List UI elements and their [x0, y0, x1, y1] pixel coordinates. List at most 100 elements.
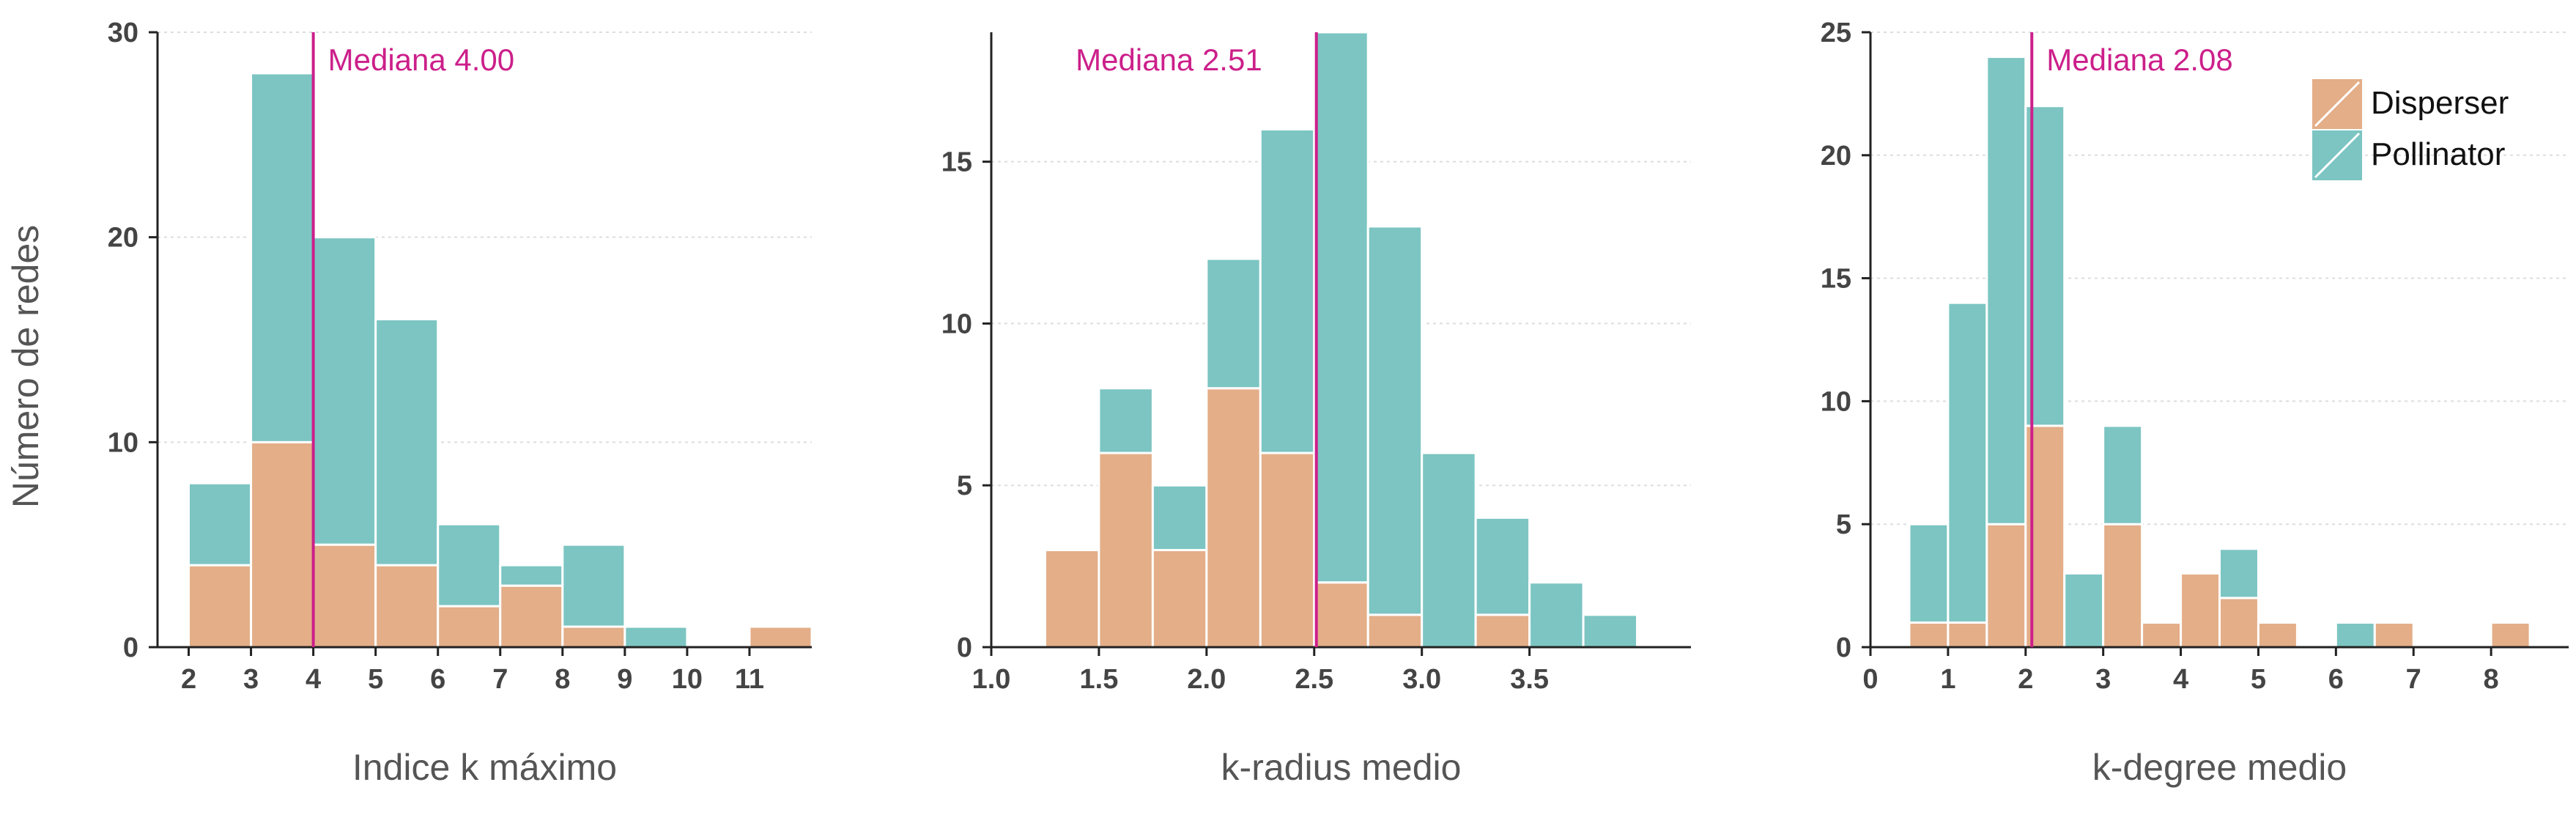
legend-swatch-stroke — [2314, 81, 2361, 128]
y-tick-label: 30 — [108, 18, 138, 48]
y-tick-label: 10 — [1821, 386, 1851, 417]
bar-disperser — [188, 564, 253, 649]
bar-pollinator — [1366, 225, 1424, 616]
bar-disperser — [2218, 597, 2259, 649]
bar-disperser — [1908, 621, 1950, 649]
y-tick-label: 20 — [108, 223, 138, 254]
legend-label: Pollinator — [2371, 136, 2505, 172]
x-tick-label: 3 — [243, 664, 259, 695]
x-tick-label: 1.5 — [1080, 664, 1119, 695]
x-tick-label: 5 — [368, 664, 383, 695]
panel-2: 0 5 10 15 1.0 1.5 2.0 2.5 3.0 3.5 k-radius medio Me… — [941, 31, 1691, 788]
bar-disperser — [1313, 581, 1369, 649]
legend: Disperser Pollinator — [2312, 79, 2509, 180]
bar-disperser — [1205, 387, 1262, 649]
bar-disperser — [499, 584, 564, 649]
bar-pollinator — [1582, 613, 1639, 649]
bar-disperser — [1098, 451, 1154, 649]
bar-pollinator — [1205, 257, 1262, 390]
x-tick-label: 9 — [617, 664, 632, 695]
x-tick-label: 8 — [555, 664, 570, 695]
y-tick-label: 5 — [957, 471, 972, 501]
y-tick-label: 0 — [1836, 633, 1851, 663]
x-tick-label: 0 — [1862, 664, 1878, 695]
bar-pollinator — [250, 72, 315, 443]
bar-disperser — [2257, 621, 2298, 649]
bar-disperser — [1947, 621, 1988, 649]
y-axis-title: Número de redes — [5, 225, 46, 508]
bar-pollinator — [1528, 581, 1585, 649]
median-label: Mediana 4.00 — [328, 43, 515, 77]
x-tick-label: 2.5 — [1295, 664, 1333, 695]
x-axis-title: k-degree medio — [2092, 747, 2347, 788]
bar-pollinator — [499, 564, 564, 587]
bar-pollinator — [374, 318, 440, 567]
bar-disperser — [1366, 613, 1424, 649]
y-tick-label: 10 — [941, 309, 972, 339]
y-tick-label: 15 — [941, 147, 972, 178]
bar-disperser — [1474, 613, 1531, 649]
bar-disperser — [1043, 549, 1100, 649]
x-tick-label: 10 — [672, 664, 703, 695]
x-tick-label: 3 — [2095, 664, 2111, 695]
bar-disperser — [374, 564, 440, 649]
legend-swatch-stroke — [2314, 132, 2361, 179]
bar-pollinator — [2063, 572, 2105, 649]
y-tick-label: 25 — [1821, 18, 1851, 48]
bar-disperser — [1259, 451, 1316, 649]
bar-pollinator — [1421, 451, 1477, 649]
legend-item: Disperser — [2312, 79, 2509, 129]
x-tick-label: 2 — [2018, 664, 2033, 695]
bar-disperser — [2490, 621, 2531, 649]
median-label: Mediana 2.51 — [1076, 43, 1262, 77]
x-tick-label: 4 — [306, 664, 321, 695]
bar-pollinator — [1259, 128, 1316, 454]
bar-pollinator — [188, 482, 253, 567]
bar-pollinator — [1908, 523, 1950, 624]
bar-disperser — [1151, 549, 1208, 649]
bar-disperser — [561, 625, 626, 649]
bar-pollinator — [1151, 484, 1208, 552]
median-label: Mediana 2.08 — [2046, 43, 2233, 77]
x-tick-label: 2 — [181, 664, 196, 695]
bar-disperser — [250, 440, 315, 649]
y-tick-label: 10 — [108, 427, 138, 458]
bar-pollinator — [623, 625, 689, 649]
y-tick-label: 0 — [957, 633, 972, 663]
x-tick-label: 3.0 — [1402, 664, 1441, 695]
bar-pollinator — [1985, 56, 2027, 525]
y-tick-label: 15 — [1821, 264, 1851, 295]
legend-item: Pollinator — [2312, 130, 2505, 180]
y-tick-label: 20 — [1821, 141, 1851, 172]
legend-label: Disperser — [2371, 85, 2509, 121]
x-tick-label: 3.5 — [1510, 664, 1549, 695]
bar-pollinator — [1098, 387, 1154, 454]
bar-disperser — [312, 543, 377, 649]
bar-pollinator — [2102, 424, 2144, 525]
bar-disperser — [1985, 523, 2027, 649]
bar-disperser — [437, 605, 502, 649]
bar-disperser — [2373, 621, 2415, 649]
panel-1: 0 10 20 30 2 3 4 5 6 7 8 9 10 11 Indice k máximo Median… — [108, 18, 813, 788]
panel-3: 0 5 10 15 20 25 0 1 2 3 4 5 6 7 8 k-degree medio Mediana… — [1821, 18, 2569, 788]
x-tick-label: 8 — [2484, 664, 2499, 695]
bar-pollinator — [2218, 547, 2259, 600]
y-tick-label: 0 — [123, 633, 138, 663]
x-tick-label: 5 — [2251, 664, 2266, 695]
bar-disperser — [2102, 523, 2144, 649]
bar-pollinator — [1947, 301, 1988, 624]
x-tick-label: 7 — [2406, 664, 2421, 695]
x-axis-title: k-radius medio — [1221, 747, 1462, 788]
bar-disperser — [748, 625, 813, 649]
bar-pollinator — [1474, 516, 1531, 616]
bar-disperser — [2180, 572, 2221, 649]
bar-pollinator — [561, 543, 626, 628]
x-tick-label: 6 — [430, 664, 445, 695]
x-tick-label: 2.0 — [1187, 664, 1226, 695]
x-tick-label: 7 — [492, 664, 508, 695]
bar-pollinator — [2334, 621, 2376, 649]
bar-pollinator — [437, 523, 502, 608]
bar-pollinator — [312, 236, 377, 546]
x-tick-label: 1.0 — [972, 664, 1011, 695]
